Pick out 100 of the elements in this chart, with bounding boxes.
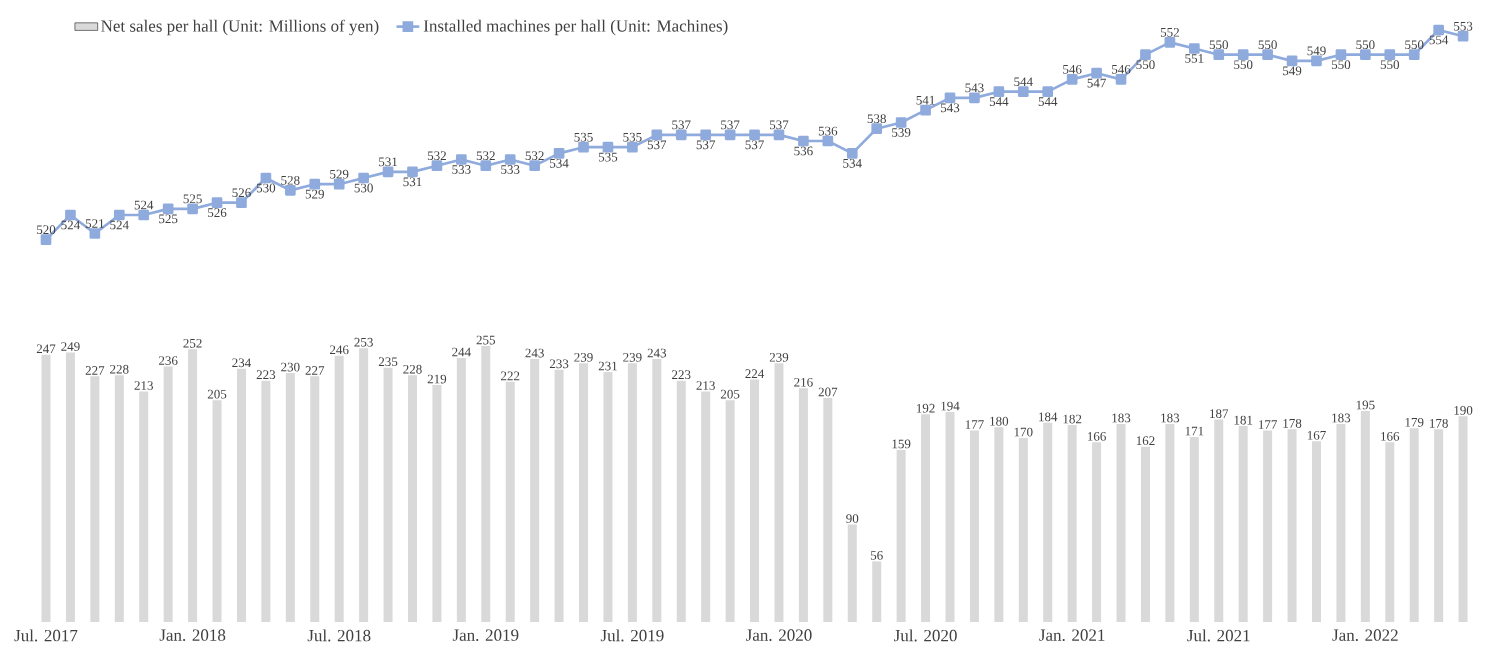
data-label: 537	[647, 140, 667, 150]
data-label: 532	[476, 151, 495, 161]
data-label: 162	[1136, 436, 1155, 446]
x-tick-label: Jul. 2021	[1187, 629, 1250, 642]
data-label: 550	[1356, 40, 1375, 50]
bar	[212, 400, 222, 622]
data-label: 183	[1112, 413, 1131, 423]
point	[969, 92, 980, 104]
point	[602, 141, 614, 153]
bar	[1409, 428, 1419, 622]
data-label: 239	[623, 352, 642, 362]
point	[504, 154, 516, 165]
x-tick-label: Jan. 2021	[1039, 629, 1105, 641]
x-tick-label: Jul. 2020	[894, 629, 957, 642]
data-label: 219	[427, 374, 447, 384]
bar	[969, 430, 979, 622]
bar	[1434, 429, 1444, 622]
point	[1237, 49, 1249, 61]
bar	[1092, 442, 1102, 622]
bar	[676, 380, 686, 622]
x-tick-label: Jul. 2019	[600, 629, 664, 642]
data-label: 239	[574, 352, 593, 362]
point	[846, 148, 858, 159]
data-label: 213	[134, 381, 153, 390]
data-label: 528	[281, 175, 300, 185]
point	[40, 234, 52, 246]
data-label: 182	[1063, 414, 1082, 424]
data-label: 544	[989, 97, 1009, 106]
point	[993, 86, 1005, 98]
point	[822, 135, 834, 147]
bar	[1116, 423, 1126, 622]
bar	[750, 379, 760, 622]
data-label: 255	[476, 335, 496, 345]
point	[1017, 86, 1029, 98]
bar	[921, 414, 931, 622]
bar	[163, 366, 173, 622]
bar	[1385, 442, 1395, 622]
data-label: 541	[916, 95, 935, 105]
data-label: 244	[452, 347, 471, 357]
data-label: 171	[1185, 426, 1204, 436]
point	[187, 203, 198, 215]
point	[1164, 37, 1176, 48]
data-label: 239	[769, 352, 789, 362]
point	[871, 123, 883, 135]
bar	[236, 368, 246, 622]
data-label: 195	[1356, 400, 1375, 410]
point	[162, 203, 174, 215]
data-label: 243	[525, 348, 544, 358]
data-label: 180	[990, 416, 1009, 426]
data-label: 178	[1430, 418, 1448, 428]
data-label: 537	[769, 120, 789, 130]
point	[627, 141, 638, 153]
data-label: 532	[427, 151, 446, 161]
bar	[1336, 423, 1346, 622]
point	[236, 197, 247, 209]
bar	[1287, 429, 1297, 622]
data-label: 190	[1454, 405, 1473, 415]
data-label: 235	[378, 357, 398, 367]
data-label: 536	[794, 146, 813, 156]
x-tick-label: Jul. 2017	[14, 629, 78, 642]
data-label: 246	[330, 345, 349, 355]
data-label: 90	[846, 514, 859, 523]
point	[89, 228, 101, 239]
point	[65, 209, 76, 221]
data-label: 520	[37, 225, 56, 235]
bar	[407, 375, 417, 622]
bar	[310, 376, 320, 622]
data-label: 56	[870, 551, 883, 560]
point	[1311, 55, 1322, 67]
bar	[1067, 425, 1077, 622]
point	[1140, 49, 1151, 61]
point	[309, 178, 321, 190]
point	[431, 160, 443, 172]
data-label: 231	[598, 361, 617, 371]
point	[529, 160, 540, 172]
data-label: 233	[549, 359, 569, 369]
data-label: 524	[110, 220, 129, 230]
point	[700, 129, 712, 141]
bar	[65, 352, 75, 622]
bar	[627, 363, 637, 622]
data-label: 167	[1307, 430, 1326, 440]
point	[260, 172, 272, 184]
bar	[1189, 436, 1199, 622]
data-label: 183	[1161, 413, 1180, 423]
data-label: 236	[158, 356, 178, 365]
data-label: 525	[183, 194, 202, 204]
data-label: 253	[354, 337, 373, 347]
bar	[261, 380, 271, 622]
data-label: 183	[1332, 413, 1351, 423]
data-label: 525	[159, 214, 178, 224]
point	[1066, 74, 1078, 85]
point	[749, 129, 760, 141]
data-label: 552	[1160, 28, 1179, 37]
bar	[139, 391, 149, 622]
bar	[359, 348, 369, 622]
data-label: 524	[134, 200, 154, 210]
point	[1360, 49, 1371, 61]
data-label: 535	[598, 152, 618, 162]
point	[651, 129, 663, 141]
point	[1335, 49, 1347, 61]
